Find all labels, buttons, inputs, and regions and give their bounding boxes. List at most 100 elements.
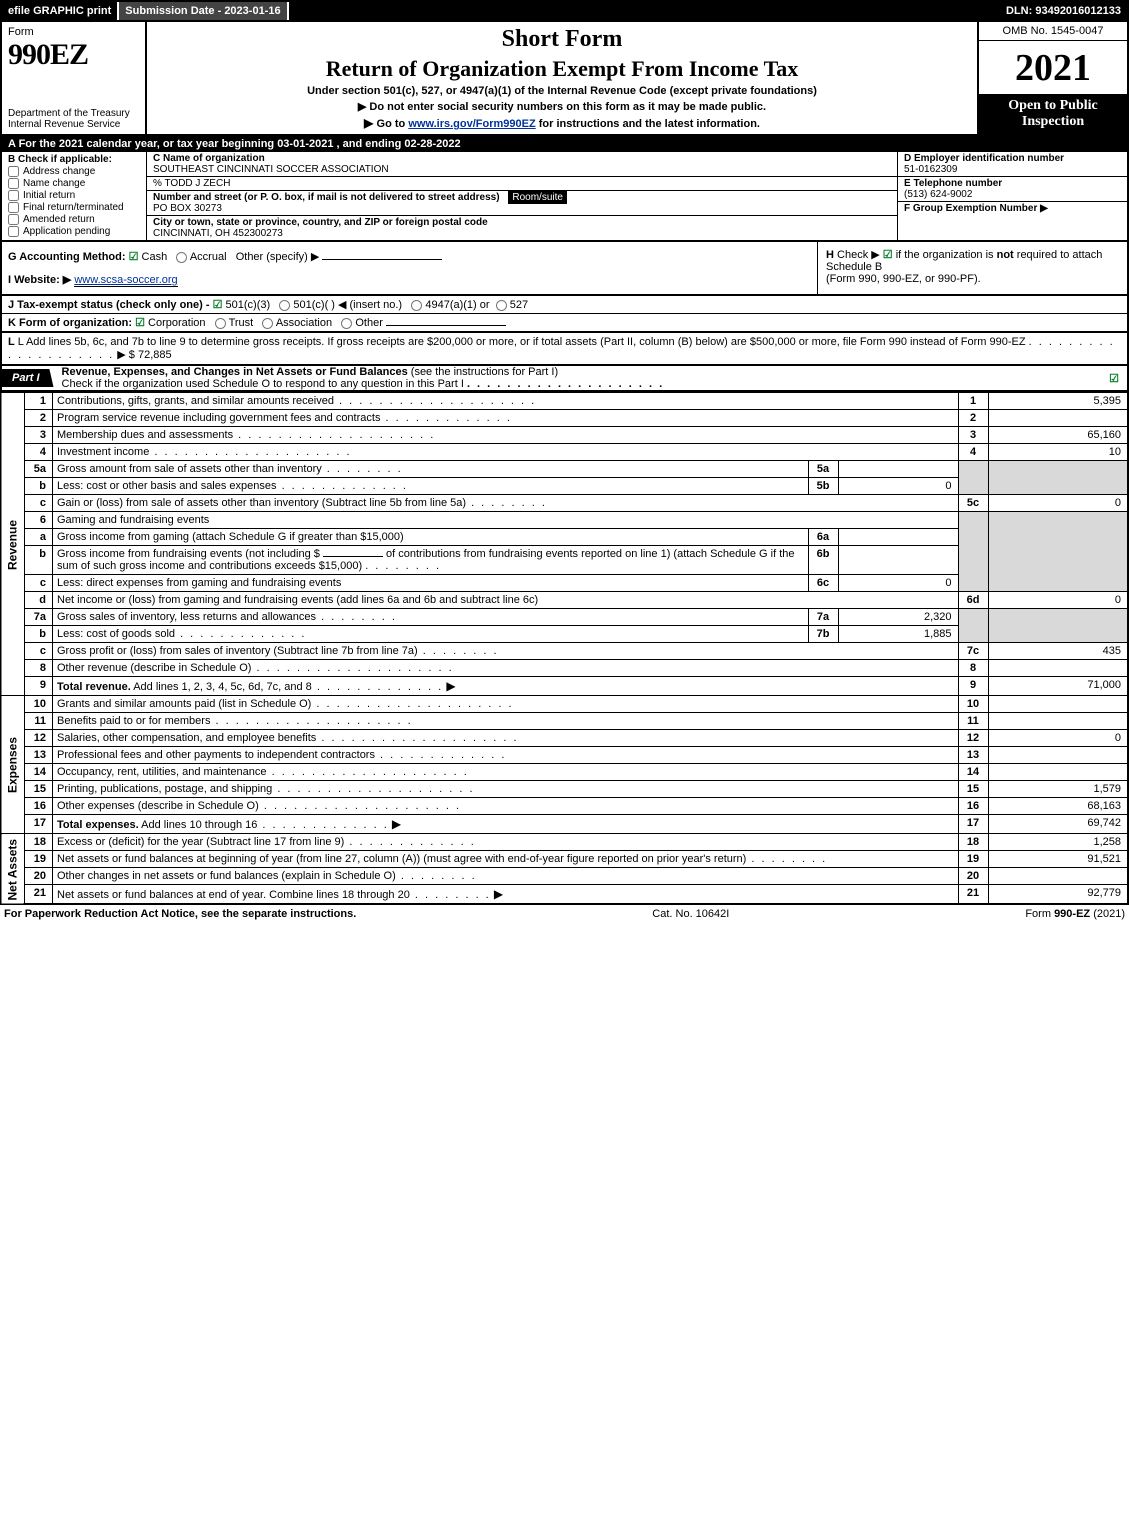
dots-icon <box>233 429 435 441</box>
chk-application-pending[interactable] <box>8 226 19 237</box>
tel-label: E Telephone number <box>904 178 1002 189</box>
chk-cash-icon: ☑ <box>129 251 139 263</box>
chk-501c[interactable] <box>279 300 290 311</box>
line-15-desc: Printing, publications, postage, and shi… <box>57 783 272 795</box>
line-17-val: 69,742 <box>988 815 1128 834</box>
vside-revenue: Revenue <box>1 393 25 696</box>
line-6d-val: 0 <box>988 592 1128 609</box>
line-2-desc: Program service revenue including govern… <box>57 412 380 424</box>
line-3-desc: Membership dues and assessments <box>57 429 233 441</box>
part-i-subtitle: (see the instructions for Part I) <box>411 366 558 378</box>
line-4-desc: Investment income <box>57 446 149 458</box>
chk-name-change[interactable] <box>8 178 19 189</box>
line-13-desc: Professional fees and other payments to … <box>57 749 375 761</box>
dots-icon <box>410 889 491 901</box>
line-15-col: 15 <box>958 781 988 798</box>
line-16-val: 68,163 <box>988 798 1128 815</box>
top-bar: efile GRAPHIC print Submission Date - 20… <box>0 0 1129 22</box>
lbl-501c3: 501(c)(3) <box>226 299 271 311</box>
chk-trust[interactable] <box>215 318 226 329</box>
co-line: % TODD J ZECH <box>153 178 230 189</box>
chk-amended-return[interactable] <box>8 214 19 225</box>
line-6a-inner-no: 6a <box>808 529 838 546</box>
line-1-desc: Contributions, gifts, grants, and simila… <box>57 395 334 407</box>
line-3-no: 3 <box>25 427 53 444</box>
website-link[interactable]: www.scsa-soccer.org <box>74 274 177 287</box>
line-5b-no: b <box>25 478 53 495</box>
lbl-association: Association <box>276 317 332 329</box>
efile-graphic-print[interactable]: efile GRAPHIC print <box>2 2 119 20</box>
other-specify-blank[interactable] <box>322 259 442 260</box>
dots-icon <box>365 560 441 572</box>
line-16-col: 16 <box>958 798 988 815</box>
goto-prefix: Go to <box>377 118 409 130</box>
department-treasury: Department of the Treasury Internal Reve… <box>8 108 139 130</box>
line-12-no: 12 <box>25 730 53 747</box>
dots-icon <box>175 628 306 640</box>
line-17-col: 17 <box>958 815 988 834</box>
line-11-desc: Benefits paid to or for members <box>57 715 210 727</box>
line-13-val <box>988 747 1128 764</box>
form-word: Form <box>8 26 139 38</box>
line-16-no: 16 <box>25 798 53 815</box>
arrow-icon: ▶ <box>364 116 377 130</box>
part-i-checkbox[interactable]: ☑ <box>1101 372 1127 385</box>
lbl-amended-return: Amended return <box>23 214 95 225</box>
dots-icon <box>316 611 397 623</box>
line-14-val <box>988 764 1128 781</box>
line-2-col: 2 <box>958 410 988 427</box>
shade-cell <box>988 478 1128 495</box>
lbl-accrual: Accrual <box>190 251 227 263</box>
line-7b-inner-no: 7b <box>808 626 838 643</box>
irs-link[interactable]: www.irs.gov/Form990EZ <box>408 118 535 130</box>
shade-cell <box>958 575 988 592</box>
shade-cell <box>988 546 1128 575</box>
part-i-check-line: Check if the organization used Schedule … <box>62 378 464 390</box>
other-org-blank[interactable] <box>386 325 506 326</box>
line-11-val <box>988 713 1128 730</box>
dots-icon <box>344 836 475 848</box>
ein-label: D Employer identification number <box>904 153 1064 164</box>
chk-initial-return[interactable] <box>8 190 19 201</box>
form-header: Form 990EZ Department of the Treasury In… <box>0 22 1129 136</box>
line-18-col: 18 <box>958 834 988 851</box>
line-4-val: 10 <box>988 444 1128 461</box>
lbl-address-change: Address change <box>23 166 95 177</box>
section-h-text1: Check ▶ <box>837 249 883 261</box>
lbl-initial-return: Initial return <box>23 190 75 201</box>
line-8-val <box>988 660 1128 677</box>
vside-net-assets: Net Assets <box>1 834 25 905</box>
tel-value: (513) 624-9002 <box>904 189 972 200</box>
dots-icon <box>466 497 547 509</box>
arrow-icon: ▶ <box>446 679 455 693</box>
line-1-col: 1 <box>958 393 988 410</box>
section-k-label: K Form of organization: <box>8 317 132 329</box>
section-g-label: G Accounting Method: <box>8 251 126 263</box>
section-c: C Name of organization SOUTHEAST CINCINN… <box>147 152 897 240</box>
line-6b-inner-no: 6b <box>808 546 838 575</box>
chk-final-return[interactable] <box>8 202 19 213</box>
line-21-desc: Net assets or fund balances at end of ye… <box>57 889 410 901</box>
goto-instructions: ▶ Go to www.irs.gov/Form990EZ for instru… <box>153 116 971 130</box>
chk-4947[interactable] <box>411 300 422 311</box>
line-3-col: 3 <box>958 427 988 444</box>
chk-address-change[interactable] <box>8 166 19 177</box>
line-6b-blank[interactable] <box>323 556 383 557</box>
section-c-name-label: C Name of organization <box>153 153 265 164</box>
line-21-no: 21 <box>25 885 53 905</box>
chk-accrual[interactable] <box>176 252 187 263</box>
shade-cell <box>988 512 1128 529</box>
vside-expenses: Expenses <box>1 696 25 834</box>
part-i-table: Revenue 1 Contributions, gifts, grants, … <box>0 392 1129 905</box>
line-6b-desc1: Gross income from fundraising events (no… <box>57 548 320 560</box>
chk-527[interactable] <box>496 300 507 311</box>
line-6b-inner-val <box>838 546 958 575</box>
chk-other-org[interactable] <box>341 318 352 329</box>
line-6c-desc: Less: direct expenses from gaming and fu… <box>57 577 341 589</box>
line-17-desc-bold: Total expenses. <box>57 819 139 831</box>
section-h-check-icon: ☑ <box>883 249 893 261</box>
line-19-no: 19 <box>25 851 53 868</box>
line-16-desc: Other expenses (describe in Schedule O) <box>57 800 259 812</box>
chk-association[interactable] <box>262 318 273 329</box>
part-i-tab: Part I <box>2 369 54 387</box>
